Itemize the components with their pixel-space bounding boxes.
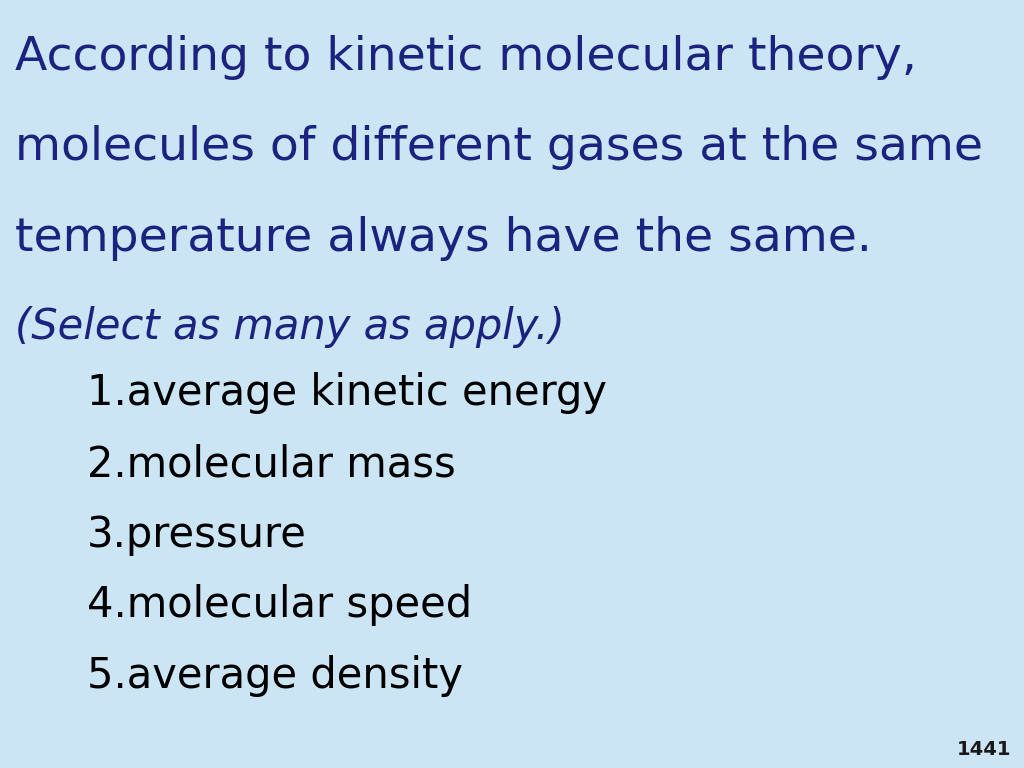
- Text: 2.molecular mass: 2.molecular mass: [87, 443, 456, 485]
- Text: 3.pressure: 3.pressure: [87, 514, 307, 556]
- Text: 1.average kinetic energy: 1.average kinetic energy: [87, 372, 607, 415]
- Text: temperature always have the same.: temperature always have the same.: [15, 216, 872, 261]
- Text: 1441: 1441: [957, 740, 1012, 759]
- Text: According to kinetic molecular theory,: According to kinetic molecular theory,: [15, 35, 918, 80]
- Text: (Select as many as apply.): (Select as many as apply.): [15, 306, 565, 349]
- Text: 5.average density: 5.average density: [87, 655, 463, 697]
- Text: molecules of different gases at the same: molecules of different gases at the same: [15, 125, 983, 170]
- Text: 4.molecular speed: 4.molecular speed: [87, 584, 472, 627]
